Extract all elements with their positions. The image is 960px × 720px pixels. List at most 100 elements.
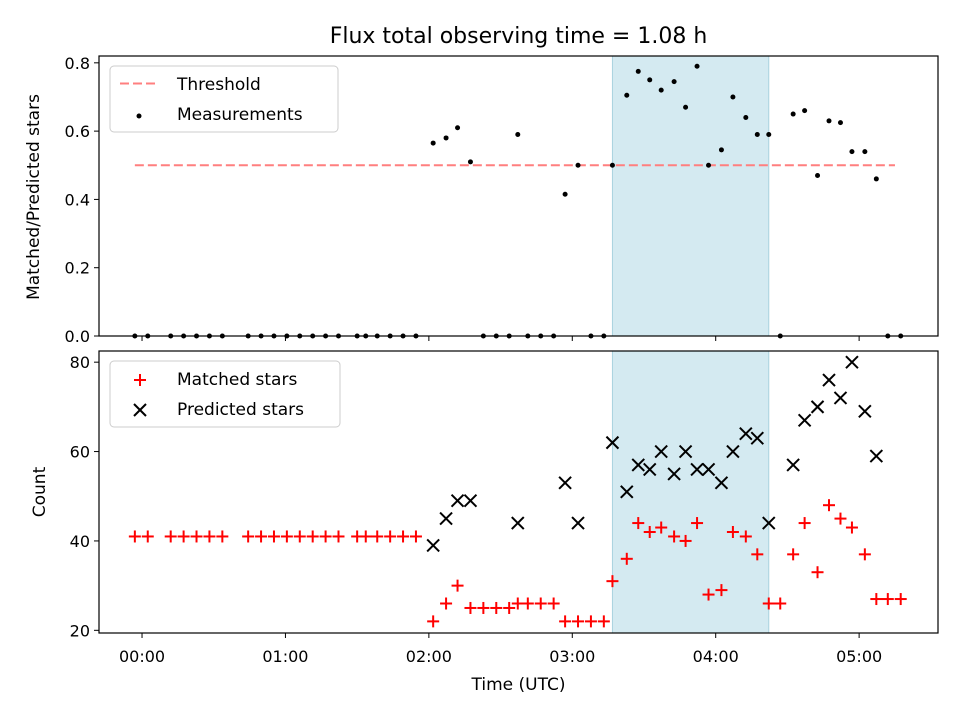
top-y-axis-label: Matched/Predicted stars bbox=[24, 94, 44, 300]
predicted-star-marker bbox=[439, 511, 453, 526]
top-panel: 0.00.20.40.60.8 Matched/Predicted stars … bbox=[24, 54, 939, 346]
top-legend-box bbox=[109, 65, 339, 133]
matched-star-marker bbox=[203, 530, 216, 543]
bottom-y-tick-label: 20 bbox=[70, 621, 90, 640]
measurement-point bbox=[455, 125, 461, 131]
matched-star-marker bbox=[894, 593, 907, 606]
matched-star-marker bbox=[823, 499, 836, 512]
matched-star-marker bbox=[242, 530, 255, 543]
predicted-star-marker bbox=[750, 431, 764, 445]
matched-star-marker bbox=[319, 530, 332, 543]
top-y-tick-label: 0.8 bbox=[65, 54, 90, 73]
matched-star-marker bbox=[702, 588, 715, 601]
predicted-star-marker bbox=[667, 467, 681, 481]
matched-star-marker bbox=[503, 601, 516, 614]
predicted-star-marker bbox=[845, 355, 859, 369]
matched-star-marker bbox=[881, 593, 894, 606]
matched-star-marker bbox=[870, 593, 883, 606]
top-y-tick-label: 0.0 bbox=[65, 327, 90, 346]
matched-star-marker bbox=[371, 530, 384, 543]
matched-star-marker bbox=[774, 597, 787, 610]
matched-star-marker bbox=[834, 512, 847, 525]
predicted-star-marker bbox=[858, 404, 872, 419]
measurement-point bbox=[575, 162, 581, 168]
matched-star-marker bbox=[267, 530, 280, 543]
measurement-point bbox=[562, 191, 568, 197]
measurement-point bbox=[467, 159, 473, 165]
matched-star-marker bbox=[584, 615, 597, 628]
predicted-star-marker bbox=[762, 516, 776, 530]
legend-threshold-label: Threshold bbox=[176, 75, 261, 95]
bottom-legend: Matched stars Predicted stars bbox=[109, 360, 341, 428]
matched-star-marker bbox=[762, 597, 775, 610]
matched-star-marker bbox=[332, 530, 345, 543]
matched-star-marker bbox=[572, 615, 585, 628]
matched-star-marker bbox=[141, 530, 154, 543]
predicted-star-marker bbox=[797, 413, 812, 427]
chart-title: Flux total observing time = 1.08 h bbox=[330, 24, 708, 49]
matched-star-marker bbox=[397, 530, 410, 543]
measurement-point bbox=[862, 149, 868, 155]
matched-star-marker bbox=[306, 530, 319, 543]
x-tick-label: 02:00 bbox=[406, 647, 452, 666]
matched-star-marker bbox=[177, 530, 190, 543]
matched-star-marker bbox=[534, 597, 547, 610]
measurement-point bbox=[754, 132, 760, 138]
predicted-star-marker bbox=[739, 426, 753, 441]
matched-star-marker bbox=[606, 575, 619, 588]
predicted-star-marker bbox=[654, 444, 668, 459]
predicted-star-marker bbox=[690, 462, 704, 477]
measurement-point bbox=[647, 77, 653, 83]
legend-measurement-swatch bbox=[136, 113, 142, 119]
matched-star-marker bbox=[293, 530, 306, 543]
predicted-star-marker bbox=[822, 373, 836, 387]
measurement-point bbox=[671, 79, 677, 85]
measurement-point bbox=[515, 132, 521, 138]
matched-star-marker bbox=[409, 530, 422, 543]
matched-star-marker bbox=[726, 525, 739, 538]
bottom-legend-box bbox=[109, 360, 341, 428]
predicted-star-marker bbox=[450, 494, 465, 508]
measurement-point bbox=[849, 149, 855, 155]
matched-star-marker bbox=[643, 525, 656, 538]
bottom-panel: 20 40 60 80 00:00 01:00 02:00 03:00 04:00 05:00 C… bbox=[30, 350, 939, 695]
x-tick-label: 00:00 bbox=[119, 647, 165, 666]
x-tick-label: 05:00 bbox=[836, 647, 882, 666]
matched-star-marker bbox=[359, 530, 372, 543]
legend-predicted-swatch bbox=[133, 403, 147, 417]
measurement-point bbox=[826, 118, 832, 124]
measurement-point bbox=[873, 176, 879, 182]
predicted-star-marker bbox=[714, 476, 729, 490]
x-tick-label: 03:00 bbox=[549, 647, 595, 666]
matched-star-marker bbox=[427, 615, 440, 628]
bottom-y-tick-label: 80 bbox=[70, 353, 90, 372]
predicted-star-marker bbox=[620, 485, 634, 499]
matched-star-marker bbox=[811, 566, 824, 579]
matched-star-marker bbox=[464, 601, 477, 614]
matched-star-marker bbox=[440, 597, 453, 610]
top-y-tick-label: 0.6 bbox=[65, 122, 90, 141]
matched-star-marker bbox=[511, 597, 524, 610]
bottom-y-tick-label: 60 bbox=[70, 443, 90, 462]
bottom-axes: 20 40 60 80 00:00 01:00 02:00 03:00 04:00 05:00 bbox=[70, 350, 939, 666]
measurement-point bbox=[790, 111, 796, 117]
legend-matched-swatch bbox=[134, 374, 146, 386]
matched-star-marker bbox=[691, 517, 704, 530]
measurement-point bbox=[658, 87, 664, 93]
bottom-axes-frame bbox=[98, 350, 939, 634]
matched-star-marker bbox=[620, 552, 633, 565]
predicted-star-marker bbox=[810, 400, 825, 414]
predicted-star-marker bbox=[426, 538, 440, 553]
bottom-y-axis-label: Count bbox=[30, 466, 50, 517]
top-axes-frame bbox=[98, 55, 939, 337]
top-legend: Threshold Measurements bbox=[109, 65, 339, 133]
matched-star-marker bbox=[787, 548, 800, 561]
measurement-point bbox=[730, 94, 736, 100]
matched-star-marker bbox=[845, 521, 858, 534]
top-observing-span bbox=[611, 55, 770, 337]
matched-star-marker bbox=[858, 548, 871, 561]
measurement-point bbox=[624, 92, 630, 98]
matched-star-marker bbox=[715, 584, 728, 597]
measurement-point bbox=[430, 140, 436, 146]
